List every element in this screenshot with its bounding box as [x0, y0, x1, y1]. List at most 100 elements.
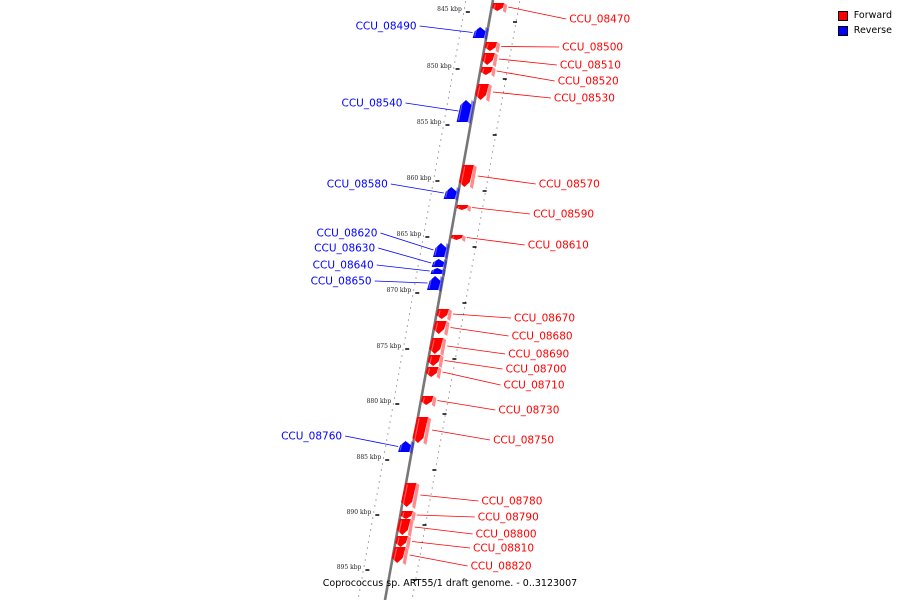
- gene-ccu-08610[interactable]: CCU_08610: [450, 235, 589, 252]
- gene-ccu-08760[interactable]: CCU_08760: [281, 431, 415, 455]
- gene-ccu-08500[interactable]: CCU_08500: [484, 42, 624, 54]
- gene-ccu-08590[interactable]: CCU_08590: [456, 205, 594, 221]
- legend-item-reverse: Reverse: [837, 23, 892, 38]
- gene-ccu-08710[interactable]: CCU_08710: [425, 367, 565, 392]
- guide-dot: [455, 355, 457, 357]
- gene-ccu-08470[interactable]: CCU_08470: [491, 3, 630, 26]
- gene-ccu-08540[interactable]: CCU_08540: [341, 98, 475, 125]
- gene-label[interactable]: CCU_08510: [560, 60, 621, 72]
- gene-label[interactable]: CCU_08750: [493, 435, 554, 447]
- gene-label[interactable]: CCU_08470: [569, 14, 630, 26]
- gene-ccu-08690[interactable]: CCU_08690: [429, 338, 569, 361]
- gene-ccu-08510[interactable]: CCU_08510: [481, 53, 621, 72]
- gene-ccu-08810[interactable]: CCU_08810: [395, 536, 534, 555]
- leader-line: [432, 429, 491, 441]
- gene-label[interactable]: CCU_08690: [508, 349, 569, 361]
- gene-ccu-08700[interactable]: CCU_08700: [427, 355, 567, 376]
- gene-ccu-08820[interactable]: CCU_08820: [391, 547, 532, 573]
- gene-ccu-08640[interactable]: CCU_08640: [313, 260, 446, 277]
- gene-label[interactable]: CCU_08520: [558, 76, 619, 88]
- tick-label: 875 kbp: [376, 343, 401, 350]
- guide-dot: [462, 313, 465, 315]
- gene-highlight: [401, 512, 405, 518]
- guide-dot: [358, 595, 360, 597]
- gene-highlight: [396, 537, 400, 546]
- gene-side: [444, 243, 450, 259]
- gene-ccu-08490[interactable]: CCU_08490: [356, 21, 489, 41]
- forward-swatch: [837, 10, 848, 21]
- gene-label[interactable]: CCU_08640: [313, 260, 374, 272]
- gene-side: [409, 441, 415, 454]
- gene-label[interactable]: CCU_08580: [327, 179, 388, 191]
- gene-ccu-08620[interactable]: CCU_08620: [316, 228, 450, 260]
- gene-side: [431, 396, 437, 407]
- gene-label[interactable]: CCU_08590: [533, 209, 594, 221]
- gene-label[interactable]: CCU_08500: [562, 42, 623, 54]
- gene-side: [436, 367, 442, 379]
- gene-ccu-08580[interactable]: CCU_08580: [327, 179, 460, 202]
- gene-label[interactable]: CCU_08650: [311, 276, 372, 288]
- guide-dot: [502, 91, 504, 93]
- gene-highlight: [434, 322, 439, 333]
- guide-dot: [459, 331, 461, 333]
- gene-label[interactable]: CCU_08810: [473, 543, 534, 555]
- gene-ccu-08670[interactable]: CCU_08670: [436, 309, 575, 325]
- guide-dot: [433, 175, 435, 177]
- gene-label[interactable]: CCU_08620: [316, 228, 377, 240]
- gene-label[interactable]: CCU_08780: [481, 496, 542, 508]
- gene-label[interactable]: CCU_08670: [514, 313, 575, 325]
- guide-dot: [512, 37, 514, 39]
- gene-ccu-08530[interactable]: CCU_08530: [475, 84, 615, 105]
- gene-ccu-08630[interactable]: CCU_08630: [314, 243, 448, 270]
- guide-dot: [424, 229, 426, 231]
- gene-label[interactable]: CCU_08820: [471, 561, 532, 573]
- guide-dot: [488, 169, 490, 171]
- guide-dot: [459, 31, 461, 33]
- gene-ccu-08800[interactable]: CCU_08800: [396, 519, 537, 541]
- gene-ccu-08750[interactable]: CCU_08750: [412, 417, 554, 447]
- gene-label[interactable]: CCU_08730: [498, 405, 559, 417]
- guide-dot: [443, 121, 445, 123]
- gene-arrow: [443, 187, 457, 199]
- leader-line: [411, 541, 471, 549]
- gene-label[interactable]: CCU_08610: [528, 240, 589, 252]
- guide-dot: [464, 7, 466, 9]
- gene-ccu-08730[interactable]: CCU_08730: [420, 396, 560, 417]
- gene-label[interactable]: CCU_08490: [356, 21, 417, 33]
- gene-ccu-08680[interactable]: CCU_08680: [433, 321, 573, 343]
- guide-dot: [446, 403, 448, 405]
- guide-dot: [441, 133, 443, 135]
- gene-label[interactable]: CCU_08800: [476, 529, 537, 541]
- gene-ccu-08780[interactable]: CCU_08780: [401, 483, 542, 509]
- guide-dot: [371, 523, 373, 525]
- guide-dot: [416, 571, 418, 573]
- guide-dot: [413, 289, 415, 291]
- gene-label[interactable]: CCU_08570: [539, 179, 600, 191]
- gene-side: [454, 187, 460, 201]
- guide-dot: [447, 397, 449, 399]
- gene-label[interactable]: CCU_08700: [506, 364, 567, 376]
- guide-dot: [389, 421, 391, 423]
- gene-label[interactable]: CCU_08680: [512, 331, 573, 343]
- gene-label[interactable]: CCU_08540: [341, 98, 402, 110]
- legend: Forward Reverse: [837, 8, 892, 38]
- gene-label[interactable]: CCU_08710: [504, 380, 565, 392]
- gene-label[interactable]: CCU_08630: [314, 243, 375, 255]
- guide-dot: [391, 409, 393, 411]
- guide-dot: [453, 367, 455, 369]
- gene-label[interactable]: CCU_08530: [554, 93, 615, 105]
- gene-ccu-08790[interactable]: CCU_08790: [400, 511, 539, 524]
- gene-ccu-08570[interactable]: CCU_08570: [458, 165, 600, 191]
- gene-ccu-08650[interactable]: CCU_08650: [311, 276, 444, 293]
- guide-dot: [442, 427, 444, 429]
- guide-dot: [519, 1, 521, 3]
- gene-highlight: [493, 4, 496, 10]
- gene-label[interactable]: CCU_08790: [478, 512, 539, 524]
- gene-label[interactable]: CCU_08760: [281, 431, 342, 443]
- guide-dot: [431, 487, 433, 489]
- guide-dot: [460, 25, 462, 27]
- gene-ccu-08520[interactable]: CCU_08520: [480, 67, 619, 88]
- gene-highlight: [457, 206, 460, 209]
- guide-dot: [440, 439, 442, 441]
- gene-arrow: [436, 309, 449, 319]
